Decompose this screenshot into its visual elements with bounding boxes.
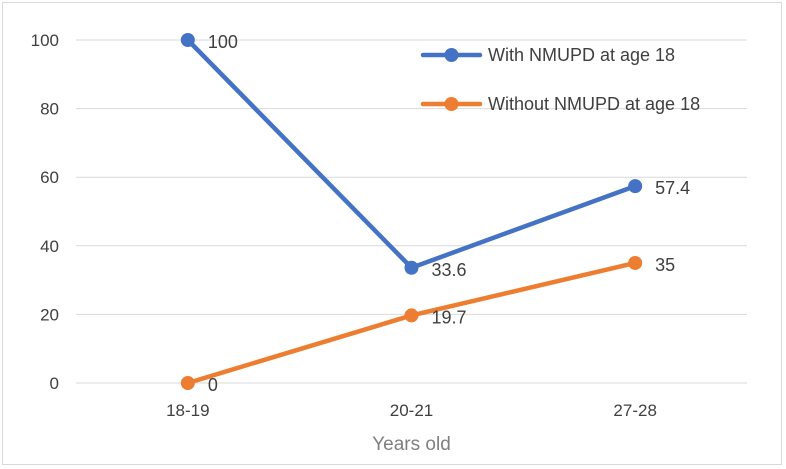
data-point [404,260,419,275]
y-tick-label: 80 [40,100,59,119]
x-tick-label: 27-28 [613,401,656,420]
x-axis-ticks: 18-19 20-21 27-28 [166,401,657,420]
series-layer: 0 19.7 35 100 33.6 57.4 [180,32,690,395]
legend-label: With NMUPD at age 18 [488,45,675,65]
data-label: 33.6 [432,260,467,280]
y-axis-ticks: 0 20 40 60 80 100 [31,31,59,393]
data-point [180,33,195,47]
series-line [185,260,638,386]
series-2: 0 19.7 35 [180,255,675,395]
data-label: 19.7 [432,307,467,327]
legend-marker [444,97,459,111]
data-label: 100 [208,32,238,52]
chart-frame: 0 20 40 60 80 100 18-19 20-21 27-28 0 19.7 35 100 3… [2,2,782,465]
data-point [628,255,643,270]
legend: With NMUPD at age 18 Without NMUPD at age… [420,45,700,114]
data-label: 35 [655,255,675,275]
gridlines [76,39,747,384]
legend-marker [444,48,459,62]
data-point [180,376,195,390]
y-tick-label: 100 [31,31,59,50]
data-label: 57.4 [655,178,690,198]
y-tick-label: 20 [40,305,59,324]
data-label: 0 [208,375,218,395]
data-point [628,179,643,194]
x-axis-title: Years old [372,434,451,455]
line-chart: 0 20 40 60 80 100 18-19 20-21 27-28 0 19.7 35 100 3… [31,31,747,455]
legend-label: Without NMUPD at age 18 [488,94,700,114]
x-tick-label: 18-19 [166,401,209,420]
y-tick-label: 60 [40,168,59,187]
y-tick-label: 0 [50,374,59,393]
series-line [185,37,638,271]
data-point [404,308,419,323]
x-tick-label: 20-21 [390,401,433,420]
series-1: 100 33.6 57.4 [180,32,690,280]
y-tick-label: 40 [40,237,59,256]
